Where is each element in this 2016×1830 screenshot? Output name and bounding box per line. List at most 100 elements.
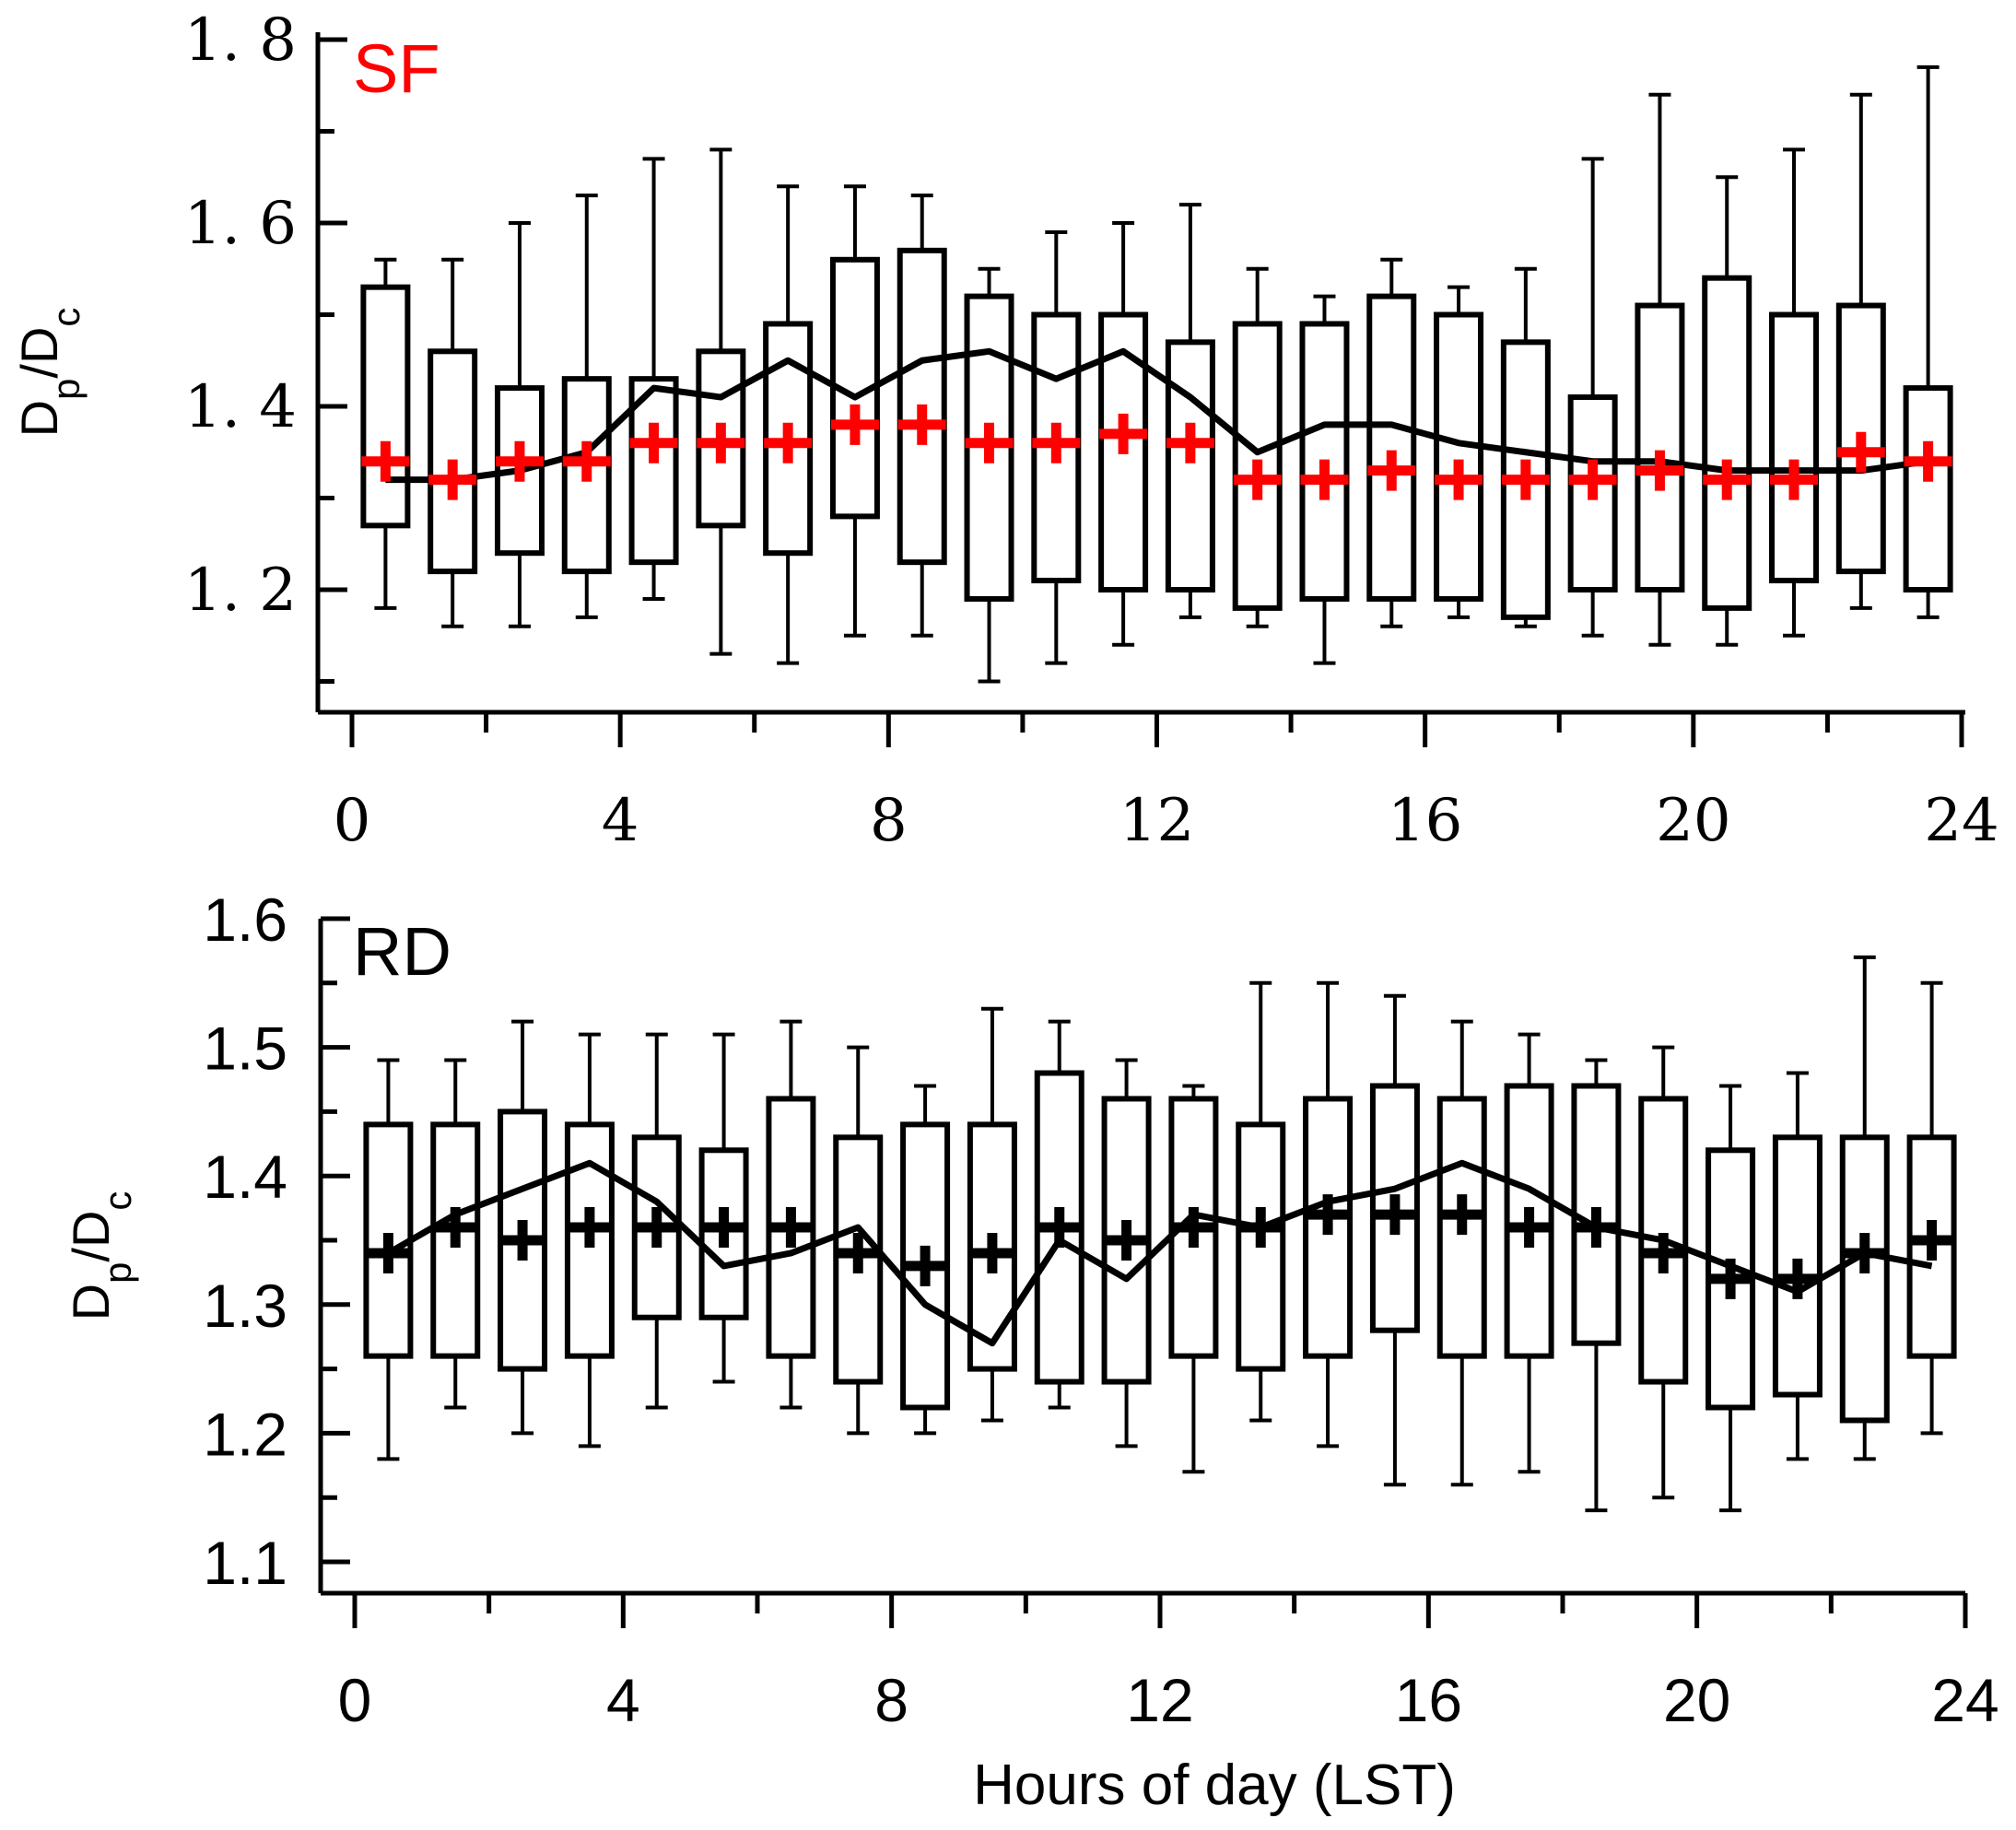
y-tick-label: 1.2	[203, 1400, 287, 1468]
box-15	[1366, 257, 1417, 628]
x-tick-label: 12	[1119, 787, 1194, 855]
plus-marker	[764, 422, 813, 463]
iqr-box	[1906, 1134, 1957, 1359]
x-axis-label: Hours of day (LST)	[973, 1754, 1456, 1817]
box-21	[1769, 147, 1820, 638]
y-axis-label-rd: Dp/Dc	[62, 1191, 139, 1321]
x-tick-label: 24	[1931, 1666, 1998, 1734]
box-1	[430, 1058, 481, 1410]
plus-marker	[431, 1207, 480, 1249]
iqr-box	[1299, 321, 1350, 602]
plus-marker	[767, 1207, 815, 1249]
x-tick-label: 4	[606, 1666, 640, 1734]
box-3	[564, 1032, 615, 1449]
plus-marker	[1639, 1232, 1688, 1273]
box-16	[1436, 1019, 1487, 1487]
box-9	[967, 1006, 1017, 1423]
plus-marker	[1370, 1194, 1419, 1236]
mean-line	[385, 347, 1929, 484]
x-tick-label: 0	[338, 1666, 372, 1734]
iqr-box	[1903, 385, 1953, 592]
plus-marker	[1840, 1232, 1889, 1273]
plus-marker	[1166, 422, 1214, 463]
plus-marker	[834, 1232, 883, 1273]
iqr-box	[967, 1121, 1017, 1372]
box-12	[1165, 203, 1215, 619]
iqr-box	[897, 247, 947, 566]
box-3	[561, 194, 612, 619]
box-15	[1369, 993, 1420, 1487]
plus-marker	[364, 1232, 413, 1273]
iqr-box	[1165, 339, 1215, 592]
iqr-box	[428, 348, 478, 575]
plus-marker	[428, 459, 477, 500]
box-0	[360, 257, 411, 610]
plus-marker	[1437, 1194, 1486, 1236]
y-tick-label: 1. 2	[184, 557, 297, 625]
iqr-box	[698, 1147, 749, 1320]
plus-marker	[1568, 459, 1617, 500]
iqr-box	[1772, 1134, 1823, 1398]
box-16	[1434, 285, 1484, 619]
plus-marker	[897, 404, 946, 445]
iqr-box	[561, 376, 612, 575]
iqr-box	[360, 284, 411, 529]
plus-marker	[830, 404, 879, 445]
plus-marker	[1635, 450, 1684, 491]
box-22	[1835, 92, 1886, 610]
iqr-box	[628, 376, 679, 566]
panel-label-sf: SF	[353, 30, 440, 107]
y-tick-label: 1.6	[203, 886, 287, 954]
plus-marker	[361, 440, 410, 482]
x-tick-label: 24	[1924, 787, 1998, 855]
box-19	[1635, 92, 1685, 647]
plus-marker	[1300, 459, 1349, 500]
iqr-box	[1504, 1083, 1554, 1359]
plus-marker	[1367, 450, 1416, 491]
plus-marker	[1237, 1207, 1285, 1249]
plus-marker	[565, 1207, 614, 1249]
iqr-box	[1369, 1083, 1420, 1333]
iqr-box	[1769, 311, 1820, 584]
y-axis-label-sf: Dp/Dc	[10, 308, 88, 438]
plus-marker	[1773, 1258, 1822, 1299]
x-tick-label: 20	[1656, 787, 1730, 855]
box-18	[1571, 1058, 1622, 1513]
plus-marker	[1706, 1258, 1755, 1299]
box-8	[897, 194, 947, 638]
box-14	[1299, 294, 1350, 665]
box-23	[1906, 980, 1957, 1436]
box-1	[428, 257, 478, 628]
iqr-box	[1303, 1096, 1354, 1359]
iqr-box	[1839, 1134, 1890, 1424]
x-tick-label: 0	[334, 787, 371, 855]
y-tick-label: 1.3	[203, 1272, 287, 1340]
box-23	[1903, 65, 1953, 619]
plus-marker	[1907, 1220, 1956, 1261]
plus-marker	[1099, 413, 1148, 454]
box-19	[1638, 1045, 1689, 1500]
plus-marker	[1169, 1207, 1218, 1249]
plus-marker	[699, 1207, 748, 1249]
box-4	[628, 157, 679, 601]
box-20	[1702, 175, 1752, 647]
iqr-box	[833, 1134, 884, 1385]
plus-marker	[1572, 1207, 1621, 1249]
box-9	[964, 266, 1014, 684]
plus-marker	[1505, 1207, 1553, 1249]
plus-marker	[1904, 440, 1952, 482]
iqr-box	[1635, 302, 1685, 592]
plus-marker	[1836, 431, 1885, 473]
box-5	[696, 147, 746, 656]
iqr-box	[1436, 1096, 1487, 1359]
y-tick-label: 1.1	[203, 1529, 287, 1597]
x-tick-label: 8	[870, 787, 908, 855]
plus-marker	[1032, 422, 1081, 463]
box-5	[698, 1032, 749, 1384]
iqr-box	[1835, 302, 1886, 575]
x-tick-label: 16	[1388, 787, 1462, 855]
box-22	[1839, 955, 1890, 1461]
iqr-box	[564, 1121, 615, 1359]
plus-marker	[965, 422, 1014, 463]
iqr-box	[430, 1121, 481, 1359]
